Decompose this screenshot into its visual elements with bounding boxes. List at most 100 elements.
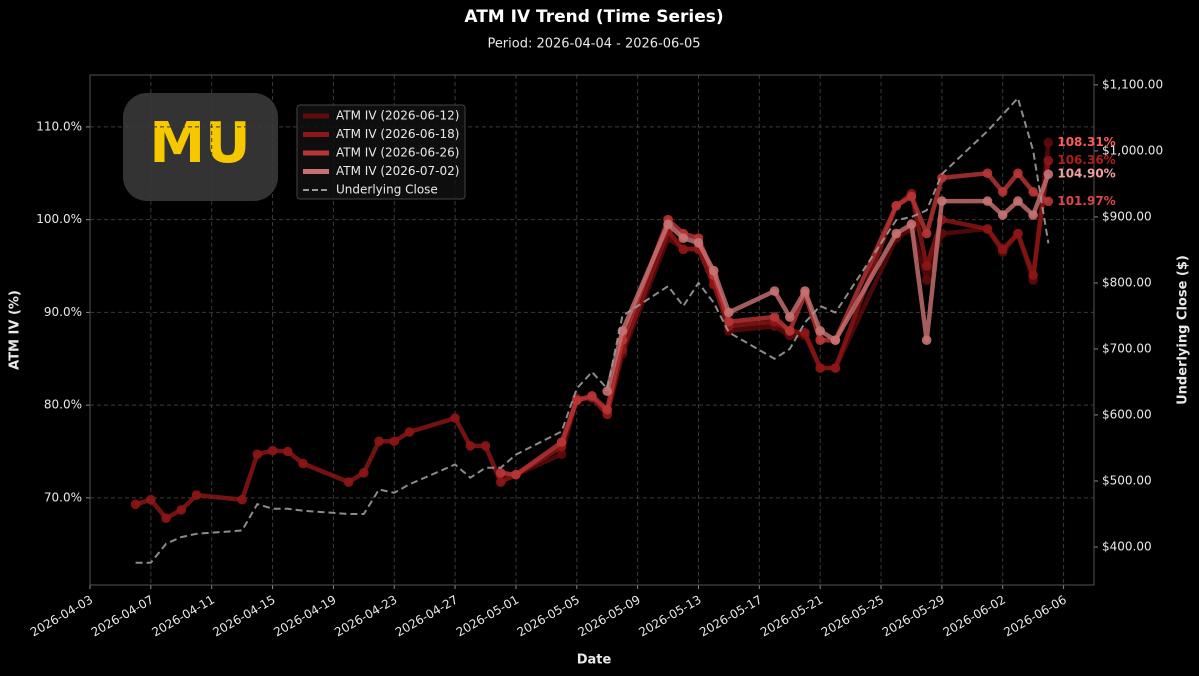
y2-tick-label: $700.00 [1102, 341, 1152, 355]
iv-point [359, 468, 369, 478]
iv-point [1028, 210, 1038, 220]
iv-point [724, 307, 734, 318]
iv-point [830, 363, 841, 373]
legend-label: ATM IV (2026-06-18) [336, 127, 459, 141]
iv-point [480, 441, 491, 451]
iv-point [495, 468, 506, 478]
iv-point [921, 335, 932, 346]
iv-point [389, 436, 400, 447]
iv-point [465, 441, 476, 451]
iv-point [982, 168, 993, 179]
iv-point [237, 494, 247, 505]
iv-point [556, 437, 567, 448]
chart-title: ATM IV Trend (Time Series) [464, 7, 723, 27]
iv-point [815, 335, 825, 346]
logo-box [123, 93, 278, 201]
y-tick-label: 110.0% [36, 119, 82, 133]
y2-tick-label: $1,100.00 [1102, 77, 1163, 91]
legend-label: ATM IV (2026-07-02) [336, 164, 459, 178]
iv-point [587, 391, 597, 401]
iv-point [663, 219, 673, 230]
y2-tick-label: $400.00 [1102, 539, 1152, 553]
iv-point [130, 499, 141, 510]
y2-tick-label: $1,000.00 [1102, 143, 1163, 157]
iv-point [921, 261, 932, 271]
iv-point [1043, 155, 1054, 166]
legend-label: ATM IV (2026-06-26) [336, 146, 459, 160]
iv-point [1043, 137, 1054, 148]
iv-point [678, 233, 689, 243]
legend-box [296, 104, 466, 200]
iv-point [997, 187, 1008, 197]
iv-point [176, 505, 187, 515]
iv-point [252, 449, 263, 460]
chart-subtitle: Period: 2026-04-04 - 2026-06-05 [487, 37, 700, 52]
iv-point [374, 436, 384, 447]
y-tick-label: 90.0% [44, 305, 82, 319]
iv-point [724, 316, 734, 327]
iv-point [511, 469, 521, 480]
y2-tick-label: $500.00 [1102, 473, 1152, 487]
iv-point [921, 275, 932, 285]
iv-point [1043, 169, 1054, 180]
y2-tick-label: $800.00 [1102, 275, 1152, 289]
iv-point [161, 513, 171, 524]
iv-point [678, 244, 689, 255]
iv-point [921, 228, 932, 239]
iv-point [343, 477, 354, 487]
iv-point [191, 490, 202, 500]
iv-point [404, 427, 415, 437]
iv-point [708, 265, 719, 276]
iv-point [1028, 187, 1038, 197]
legend-label: Underlying Close [336, 183, 438, 197]
iv-point [997, 244, 1008, 255]
iv-point [450, 413, 460, 423]
iv-point [693, 238, 704, 248]
iv-point [146, 494, 156, 505]
legend-label: ATM IV (2026-06-12) [336, 109, 459, 123]
end-value-label: 108.31% [1057, 135, 1115, 149]
end-value-label: 106.36% [1057, 153, 1115, 167]
end-value-label: 101.97% [1057, 194, 1115, 208]
y2-tick-label: $600.00 [1102, 407, 1152, 421]
y-tick-label: 80.0% [44, 398, 82, 412]
iv-point [891, 228, 902, 239]
iv-point [982, 196, 993, 206]
iv-point [267, 445, 278, 456]
iv-point [769, 312, 780, 322]
iv-point [906, 219, 917, 230]
y-tick-label: 100.0% [36, 212, 82, 226]
iv-point [495, 477, 506, 487]
iv-point [997, 210, 1008, 220]
iv-point [571, 395, 582, 406]
plot-frame [89, 74, 1095, 586]
iv-point [815, 326, 825, 336]
iv-point [891, 200, 902, 211]
y-axis-label: ATM IV (%) [8, 290, 23, 370]
iv-point [282, 446, 293, 457]
y-tick-label: 70.0% [44, 490, 82, 504]
iv-point [298, 458, 308, 469]
iv-point [800, 327, 810, 338]
iv-point [1013, 228, 1023, 239]
iv-point [982, 224, 993, 234]
iv-point [1013, 168, 1023, 179]
iv-point [784, 326, 795, 336]
logo: MU [149, 111, 250, 176]
iv-point [602, 386, 613, 397]
iv-point [769, 286, 780, 296]
iv-point [937, 196, 947, 206]
x-axis-label: Date [577, 653, 612, 668]
y2-tick-label: $900.00 [1102, 209, 1152, 223]
underlying-line [135, 97, 1050, 564]
iv-point [815, 363, 825, 373]
iv-point [784, 312, 795, 322]
iv-point [602, 404, 613, 415]
iv-point [1028, 270, 1038, 281]
iv-point [800, 286, 810, 296]
iv-point [830, 335, 841, 346]
iv-point [1043, 196, 1054, 207]
iv-point [1013, 196, 1023, 206]
y2-axis-label: Underlying Close ($) [1176, 255, 1191, 405]
